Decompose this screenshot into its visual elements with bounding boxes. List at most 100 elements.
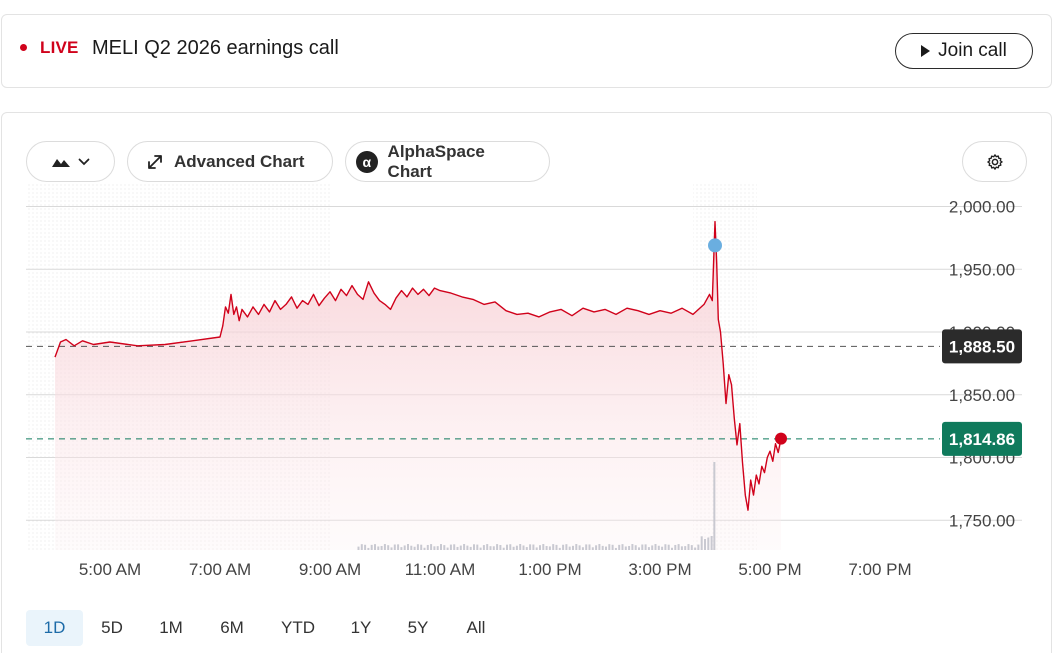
volume-bar <box>443 545 446 550</box>
earnings-event-marker[interactable] <box>708 238 722 253</box>
volume-bar <box>469 546 472 550</box>
volume-bar <box>492 546 495 550</box>
x-tick-label: 11:00 AM <box>405 560 476 579</box>
volume-bar <box>383 544 386 550</box>
volume-bar <box>436 546 439 550</box>
volume-bar <box>397 544 400 550</box>
volume-bar <box>638 547 640 550</box>
x-axis: 5:00 AM 7:00 AM 9:00 AM 11:00 AM 1:00 PM 3:00… <box>79 560 912 579</box>
y-tick-label: 2,000.00 <box>949 198 1015 217</box>
volume-bar <box>601 545 604 550</box>
volume-bar <box>591 547 594 550</box>
volume-bar <box>446 547 449 550</box>
volume-bar <box>671 547 673 550</box>
volume-bar <box>677 544 680 550</box>
join-call-button[interactable]: Join call <box>895 33 1033 69</box>
live-indicator-dot <box>20 44 27 51</box>
volume-bar <box>525 547 528 550</box>
last-price-value: 1,814.86 <box>949 430 1015 449</box>
volume-bar <box>598 544 601 550</box>
previous-close-badge: 1,888.50 <box>942 329 1022 364</box>
range-selector: 1D 5D 1M 6M YTD 1Y 5Y All <box>26 610 505 646</box>
volume-bar <box>400 547 403 550</box>
volume-bar <box>611 544 614 550</box>
advanced-chart-label: Advanced Chart <box>174 151 305 171</box>
volume-bar <box>684 546 687 550</box>
range-1y[interactable]: 1Y <box>350 618 372 637</box>
volume-bar <box>614 547 617 550</box>
x-tick-label: 7:00 AM <box>189 560 251 579</box>
price-area-fill <box>55 221 781 550</box>
x-tick-label: 7:00 PM <box>848 560 911 579</box>
alphaspace-chart-button[interactable]: α AlphaSpace Chart <box>345 141 550 182</box>
volume-bar <box>700 536 703 550</box>
volume-bar <box>486 544 489 550</box>
volume-bar <box>364 544 367 550</box>
volume-bar <box>558 547 561 550</box>
alphaspace-icon: α <box>356 150 378 173</box>
volume-bar <box>605 546 607 550</box>
x-tick-label: 9:00 AM <box>299 560 361 579</box>
volume-bar <box>374 544 376 550</box>
volume-bar <box>539 545 541 550</box>
range-ytd[interactable]: YTD <box>281 618 315 637</box>
volume-bar <box>463 544 466 550</box>
range-5y[interactable]: 5Y <box>407 618 429 637</box>
range-all[interactable]: All <box>466 618 486 637</box>
range-6m[interactable]: 6M <box>220 618 244 637</box>
join-call-label: Join call <box>938 40 1007 61</box>
volume-bar <box>522 545 525 550</box>
earnings-call-title: MELI Q2 2026 earnings call <box>92 37 339 59</box>
volume-bar <box>380 545 383 550</box>
chevron-down-icon <box>78 158 89 165</box>
volume-bar <box>407 544 409 550</box>
volume-bar <box>529 544 532 550</box>
y-tick-label: 1,850.00 <box>949 386 1015 405</box>
volume-bar <box>548 546 551 550</box>
volume-bar <box>618 544 621 550</box>
y-tick-label: 1,950.00 <box>949 260 1015 279</box>
volume-bar <box>654 544 657 550</box>
volume-bar <box>413 546 416 550</box>
volume-bar <box>410 545 413 550</box>
volume-bar <box>416 544 419 550</box>
volume-bar <box>624 546 627 550</box>
volume-bar <box>585 544 588 550</box>
volume-bar <box>588 544 591 550</box>
volume-bar <box>667 544 670 550</box>
volume-bar <box>647 547 650 550</box>
volume-bar <box>489 546 492 550</box>
volume-bar <box>519 544 522 550</box>
chart-type-dropdown[interactable] <box>26 141 115 182</box>
volume-bar <box>360 544 363 550</box>
x-tick-label: 5:00 PM <box>738 560 801 579</box>
volume-bar <box>449 544 452 550</box>
chart-settings-button[interactable] <box>962 141 1027 182</box>
volume-bar <box>393 544 396 550</box>
play-icon <box>921 45 931 57</box>
volume-bar <box>473 544 475 550</box>
volume-bar <box>552 544 555 550</box>
volume-bar <box>628 545 631 550</box>
volume-bar <box>476 544 479 550</box>
range-5d[interactable]: 5D <box>101 618 123 637</box>
range-1d[interactable]: 1D <box>26 610 83 646</box>
x-tick-label: 3:00 PM <box>628 560 691 579</box>
volume-bar <box>661 546 664 550</box>
volume-bar <box>545 546 548 550</box>
volume-bar <box>466 545 469 550</box>
volume-bar <box>377 546 380 550</box>
volume-bar <box>555 544 558 550</box>
volume-bar <box>542 544 545 550</box>
volume-bar <box>387 545 390 550</box>
volume-bar <box>687 544 690 550</box>
y-axis: 2,000.001,950.001,900.001,850.001,800.00… <box>949 198 1015 531</box>
volume-bar <box>430 544 433 550</box>
volume-bar <box>506 544 508 550</box>
advanced-chart-button[interactable]: Advanced Chart <box>127 141 333 182</box>
range-1m[interactable]: 1M <box>159 618 183 637</box>
volume-bar <box>433 546 436 550</box>
volume-bar <box>403 545 406 550</box>
volume-bar <box>512 546 515 550</box>
price-chart[interactable]: 2,000.001,950.001,900.001,850.001,800.00… <box>0 180 1061 600</box>
